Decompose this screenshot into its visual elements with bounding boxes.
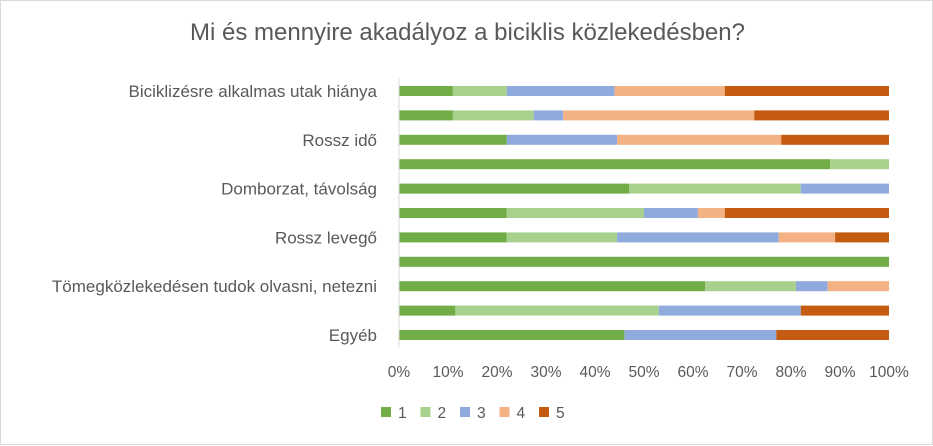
- bar-segment-11-series-5: [776, 330, 889, 340]
- legend-label: 4: [517, 405, 526, 422]
- bar-segment-1-series-1: [399, 86, 453, 96]
- legend-label: 5: [556, 405, 565, 422]
- bar-segment-7-series-1: [399, 232, 507, 243]
- category-label: Rossz levegő: [275, 228, 377, 247]
- bar-segment-1-series-2: [452, 86, 507, 96]
- bar-segment-5-series-2: [629, 183, 801, 194]
- bar-segment-6-series-3: [644, 208, 698, 218]
- legend-label: 2: [438, 405, 447, 422]
- bar-segment-7-series-5: [835, 232, 889, 243]
- bar-segment-7-series-2: [506, 232, 618, 243]
- bar-segment-2-series-3: [533, 110, 564, 121]
- bar-segment-2-series-5: [754, 110, 889, 121]
- x-tick-label: 80%: [775, 364, 806, 381]
- category-label: Rossz idő: [302, 131, 377, 150]
- x-tick-label: 40%: [579, 364, 610, 381]
- bar-segment-3-series-5: [781, 134, 889, 145]
- bar-segment-6-series-2: [506, 208, 644, 218]
- x-tick-label: 100%: [869, 364, 909, 381]
- bar-segment-4-series-2: [830, 159, 889, 170]
- x-tick-label: 30%: [530, 364, 561, 381]
- bar-segment-2-series-4: [563, 110, 755, 121]
- x-tick-label: 10%: [432, 364, 463, 381]
- bar-segment-4-series-1: [399, 159, 831, 170]
- x-tick-label: 20%: [481, 364, 512, 381]
- bar-segment-10-series-3: [658, 305, 801, 316]
- bar-segment-8-series-1: [399, 256, 889, 267]
- bar-segment-6-series-1: [399, 208, 507, 218]
- bar-segment-11-series-1: [399, 330, 625, 340]
- legend-swatch: [420, 407, 431, 417]
- bar-segment-6-series-4: [697, 208, 725, 218]
- x-tick-label: 90%: [824, 364, 855, 381]
- bar-segment-9-series-2: [705, 281, 796, 292]
- bar-segment-10-series-2: [455, 305, 659, 316]
- legend-swatch: [460, 407, 470, 417]
- bar-segment-10-series-5: [800, 305, 889, 316]
- bar-segment-3-series-4: [617, 134, 782, 145]
- x-tick-label: 70%: [726, 364, 757, 381]
- legend-label: 1: [398, 405, 407, 422]
- bar-segment-7-series-4: [778, 232, 836, 243]
- category-label: Egyéb: [329, 326, 377, 345]
- legend-swatch: [539, 407, 549, 417]
- bar-segment-3-series-3: [506, 134, 618, 145]
- bar-segment-2-series-1: [399, 110, 453, 121]
- bar-segment-2-series-2: [452, 110, 534, 121]
- bar-segment-7-series-3: [617, 232, 779, 243]
- x-tick-label: 0%: [388, 364, 411, 381]
- legend-label: 3: [477, 405, 486, 422]
- bar-segment-6-series-5: [724, 208, 889, 218]
- bar-segment-9-series-1: [399, 281, 706, 292]
- category-label: Tömegközlekedésen tudok olvasni, netezni: [52, 277, 377, 296]
- bar-segment-3-series-1: [399, 134, 507, 145]
- legend-swatch: [499, 407, 510, 417]
- bar-segment-1-series-5: [724, 86, 889, 96]
- bar-segment-11-series-3: [624, 330, 777, 340]
- bar-segment-1-series-3: [506, 86, 615, 96]
- bar-segment-5-series-3: [800, 183, 889, 194]
- bar-segment-1-series-4: [614, 86, 725, 96]
- bar-segment-9-series-3: [795, 281, 828, 292]
- bar-segment-5-series-1: [399, 183, 630, 194]
- bar-segment-10-series-1: [399, 305, 456, 316]
- category-label: Biciklizésre alkalmas utak hiánya: [129, 82, 378, 101]
- x-tick-label: 50%: [628, 364, 659, 381]
- legend-swatch: [381, 407, 391, 417]
- chart-title: Mi és mennyire akadályoz a biciklis közl…: [190, 19, 745, 46]
- category-label: Domborzat, távolság: [221, 180, 377, 199]
- x-tick-label: 60%: [677, 364, 708, 381]
- bar-segment-9-series-4: [827, 281, 889, 292]
